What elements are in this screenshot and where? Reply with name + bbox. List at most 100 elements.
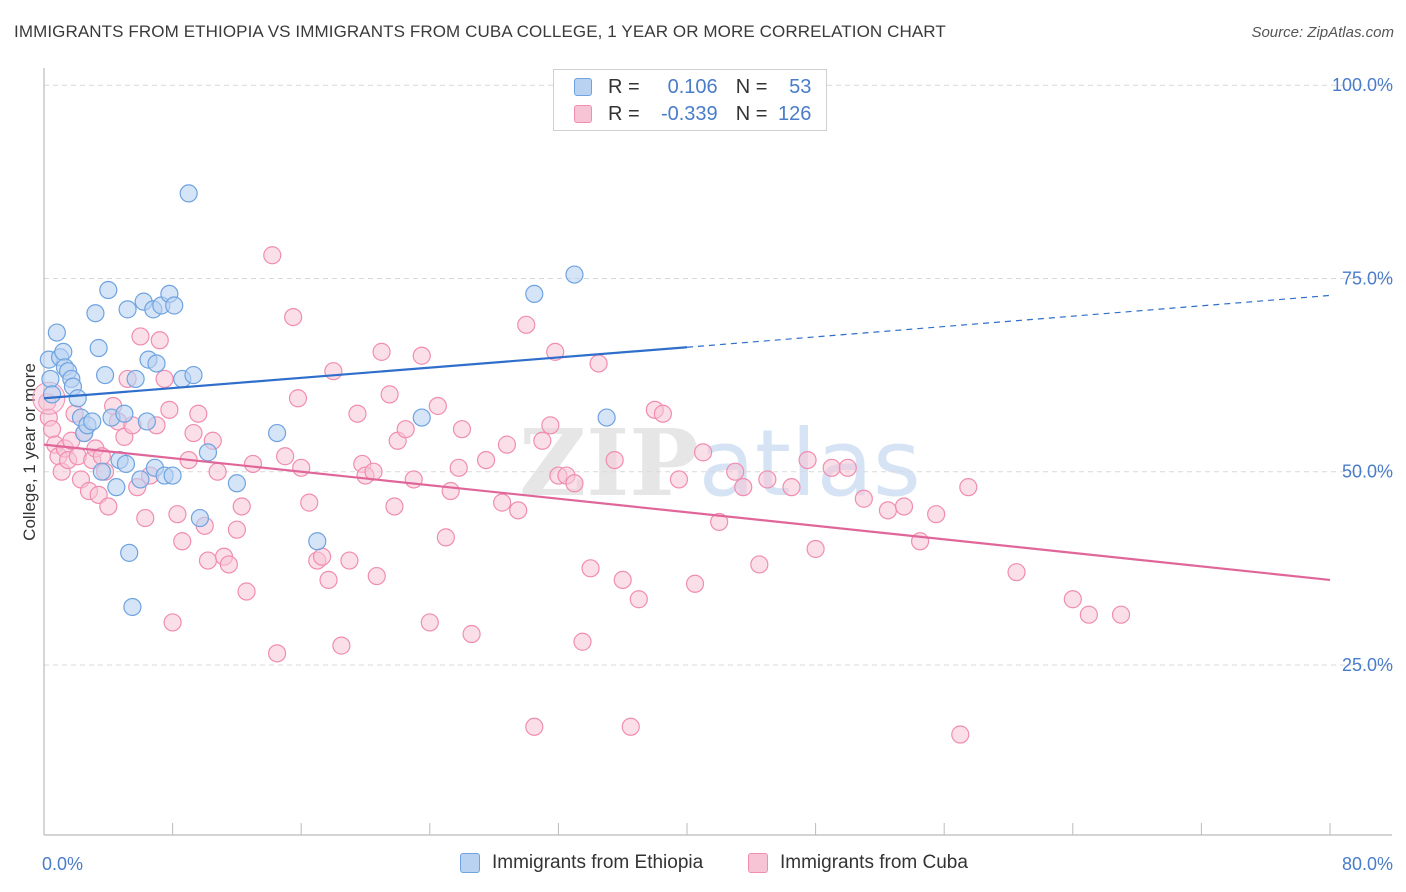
legend-r-value: -0.339 (660, 102, 718, 125)
data-point-ethiopia (92, 462, 111, 481)
data-point-ethiopia (89, 338, 108, 358)
data-point-cuba (198, 551, 218, 570)
data-point-cuba (396, 420, 415, 439)
trend-line-ethiopia-extrapolated (686, 294, 1331, 348)
data-point-ethiopia (227, 474, 246, 493)
data-point-cuba (605, 450, 624, 470)
data-point-cuba (173, 532, 192, 551)
y-tick-label: 100.0% (1332, 75, 1393, 95)
data-point-ethiopia (115, 404, 134, 423)
data-point-cuba (155, 369, 174, 389)
data-point-ethiopia (525, 284, 544, 303)
data-point-ethiopia (118, 300, 137, 319)
data-point-cuba (838, 458, 857, 477)
data-point-cuba (243, 454, 263, 474)
data-point-cuba (581, 559, 600, 578)
data-point-cuba (951, 725, 970, 744)
data-point-cuba (517, 315, 536, 334)
legend-n-value: 126 (778, 102, 812, 125)
data-point-cuba (208, 462, 227, 481)
axes (43, 68, 1392, 836)
data-point-ethiopia (165, 296, 184, 315)
data-point-cuba (533, 431, 552, 450)
data-point-cuba (300, 493, 319, 512)
data-point-cuba (1079, 605, 1098, 624)
watermark-text: ZIPatlas (519, 409, 921, 517)
legend-item-cuba: Immigrants from Cuba (748, 852, 968, 874)
trend-line-cuba (43, 443, 1331, 582)
trend-line-ethiopia (43, 346, 688, 400)
data-point-cuba (367, 566, 386, 586)
data-point-cuba (332, 636, 351, 655)
x-tick-label: 80.0% (1342, 854, 1393, 874)
data-point-cuba (136, 508, 155, 528)
legend-swatch-ethiopia (574, 78, 592, 96)
data-point-ethiopia (54, 342, 73, 361)
data-point-cuba (653, 404, 672, 423)
watermark: ZIPatlas (519, 409, 921, 517)
data-point-cuba (1111, 605, 1131, 624)
data-point-cuba (927, 505, 946, 524)
y-tick-label: 25.0% (1342, 655, 1393, 675)
data-point-ethiopia (116, 454, 136, 474)
data-point-cuba (497, 435, 517, 454)
data-point-ethiopia (565, 265, 584, 284)
data-point-cuba (798, 450, 817, 470)
data-point-cuba (878, 501, 898, 520)
data-point-cuba (726, 462, 745, 481)
legend-n-label: N = (735, 75, 768, 98)
data-point-cuba (1063, 590, 1082, 609)
data-point-cuba (131, 327, 150, 346)
data-point-ethiopia (95, 365, 115, 385)
data-point-cuba (1007, 563, 1026, 582)
data-point-cuba (734, 478, 753, 497)
data-point-cuba (685, 574, 705, 593)
data-point-cuba (525, 717, 544, 736)
legend-label-ethiopia: Immigrants from Ethiopia (492, 852, 704, 873)
data-point-cuba (348, 404, 367, 423)
data-point-ethiopia (267, 423, 287, 443)
data-point-ethiopia (68, 389, 87, 408)
data-point-cuba (385, 497, 404, 516)
legend-r-label: R = (608, 75, 640, 98)
data-point-ethiopia (83, 412, 102, 431)
chart-source: Source: ZipAtlas.com (1251, 24, 1394, 41)
data-point-cuba (184, 423, 203, 443)
data-point-cuba (150, 331, 169, 350)
data-point-ethiopia (126, 369, 145, 389)
trend-lines (43, 294, 1331, 582)
data-point-cuba (613, 570, 632, 590)
data-point-cuba (227, 520, 246, 539)
data-point-ethiopia (123, 597, 142, 617)
x-tick-label: 0.0% (42, 854, 83, 874)
data-point-cuba (854, 489, 873, 508)
data-point-cuba (449, 458, 468, 477)
data-point-cuba (589, 354, 608, 373)
data-point-cuba (319, 570, 338, 590)
data-point-ethiopia (47, 323, 66, 342)
data-point-ethiopia (163, 466, 182, 485)
grid-lines (44, 84, 1392, 666)
legend-row-ethiopia: R = 0.106 N = 53 (574, 75, 811, 99)
data-point-cuba (758, 470, 777, 489)
data-point-cuba (806, 539, 825, 559)
data-point-cuba (404, 470, 423, 489)
legend-n-value: 53 (789, 75, 812, 98)
data-point-ethiopia (131, 470, 150, 489)
data-point-cuba (629, 590, 648, 609)
data-point-ethiopia (120, 543, 139, 562)
legend-swatch-ethiopia (460, 853, 480, 873)
data-point-cuba (263, 246, 282, 265)
data-point-cuba (509, 501, 528, 520)
data-point-cuba (621, 717, 640, 736)
data-point-cuba (412, 346, 431, 365)
data-point-cuba (267, 644, 287, 663)
data-point-cuba (284, 307, 303, 327)
data-point-cuba (462, 624, 481, 644)
data-point-cuba (288, 389, 308, 408)
data-point-cuba (565, 474, 584, 493)
data-point-cuba (441, 481, 460, 501)
legend-swatch-cuba (574, 105, 592, 123)
data-point-cuba (237, 582, 256, 601)
